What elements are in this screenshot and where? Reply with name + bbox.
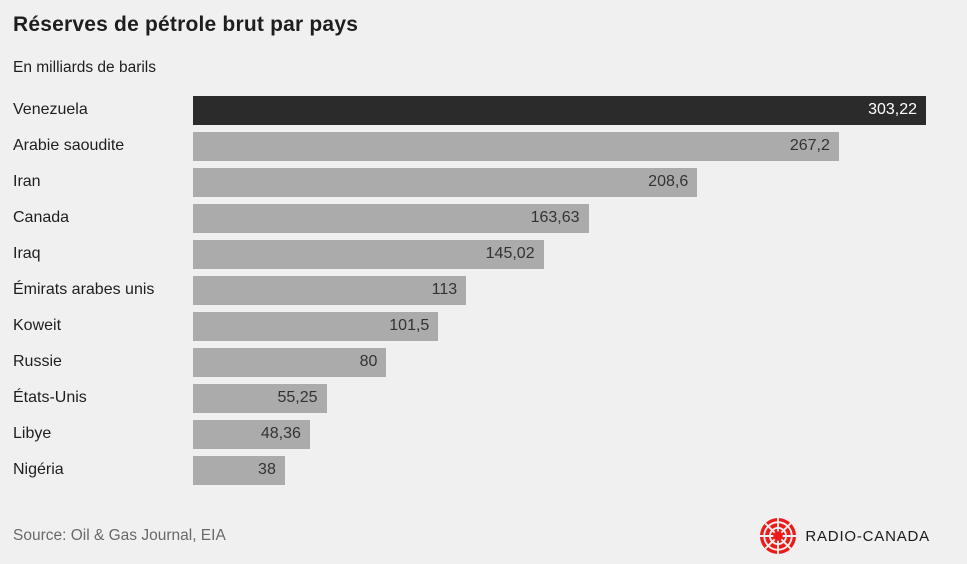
bar-track: 113 xyxy=(193,275,926,305)
bar-track: 303,22 xyxy=(193,95,926,125)
bar-row: Nigéria 38 xyxy=(13,452,926,488)
bar-row: États-Unis 55,25 xyxy=(13,380,926,416)
bar-value: 80 xyxy=(359,353,378,371)
bar-track: 80 xyxy=(193,347,926,377)
bar-value: 145,02 xyxy=(485,245,535,263)
bar-value: 113 xyxy=(431,281,458,299)
bar-label: Iraq xyxy=(13,245,41,263)
bar-track: 208,6 xyxy=(193,167,926,197)
bar-value: 267,2 xyxy=(789,137,830,155)
radio-canada-logo: RADIO-CANADA xyxy=(759,517,930,555)
bar-label: États-Unis xyxy=(13,389,87,407)
bar-label: Iran xyxy=(13,173,41,191)
bar: 208,6 xyxy=(193,167,698,197)
bar: 113 xyxy=(193,275,467,305)
bar-label: Émirats arabes unis xyxy=(13,281,155,299)
bar: 145,02 xyxy=(193,239,544,269)
bar-track: 163,63 xyxy=(193,203,926,233)
bar: 48,36 xyxy=(193,419,310,449)
bar-label: Venezuela xyxy=(13,101,88,119)
bar: 267,2 xyxy=(193,131,839,161)
bar-track: 145,02 xyxy=(193,239,926,269)
bar: 80 xyxy=(193,347,387,377)
bar: 101,5 xyxy=(193,311,439,341)
bar-row: Libye 48,36 xyxy=(13,416,926,452)
bar: 38 xyxy=(193,455,285,485)
bar-label: Nigéria xyxy=(13,461,64,479)
bar-row: Koweit 101,5 xyxy=(13,308,926,344)
bar-row: Canada 163,63 xyxy=(13,200,926,236)
radio-canada-gem-icon xyxy=(760,517,797,555)
bar-row: Émirats arabes unis 113 xyxy=(13,272,926,308)
radio-canada-wordmark: RADIO-CANADA xyxy=(805,527,930,545)
bar: 303,22 xyxy=(193,95,926,125)
chart-subtitle: En milliards de barils xyxy=(13,59,156,77)
bar-track: 101,5 xyxy=(193,311,926,341)
bar-track: 55,25 xyxy=(193,383,926,413)
bar-row: Iran 208,6 xyxy=(13,164,926,200)
footer: Source: Oil & Gas Journal, EIA RADIO-CAN… xyxy=(13,517,930,555)
bar-row: Russie 80 xyxy=(13,344,926,380)
bar-label: Canada xyxy=(13,209,70,227)
bar-track: 38 xyxy=(193,455,926,485)
bar-value: 208,6 xyxy=(648,173,689,191)
bar-row: Iraq 145,02 xyxy=(13,236,926,272)
bar-row: Arabie saoudite 267,2 xyxy=(13,128,926,164)
bar-value: 38 xyxy=(258,461,276,479)
bar-value: 48,36 xyxy=(260,425,301,443)
source-note: Source: Oil & Gas Journal, EIA xyxy=(13,527,226,544)
bar-track: 48,36 xyxy=(193,419,926,449)
bar-row: Venezuela 303,22 xyxy=(13,92,926,128)
bar-value: 55,25 xyxy=(277,389,318,407)
bar-value: 303,22 xyxy=(868,101,917,119)
bar-label: Koweit xyxy=(13,317,62,335)
bar-track: 267,2 xyxy=(193,131,926,161)
bar-label: Libye xyxy=(13,425,52,443)
chart-title: Réserves de pétrole brut par pays xyxy=(13,13,359,36)
bar-value: 101,5 xyxy=(389,317,430,335)
bar-label: Arabie saoudite xyxy=(13,137,125,155)
bar-chart: Venezuela 303,22 Arabie saoudite 267,2 I… xyxy=(13,92,926,488)
bar-value: 163,63 xyxy=(530,209,580,227)
bar: 55,25 xyxy=(193,383,327,413)
bar-label: Russie xyxy=(13,353,62,371)
bar: 163,63 xyxy=(193,203,589,233)
